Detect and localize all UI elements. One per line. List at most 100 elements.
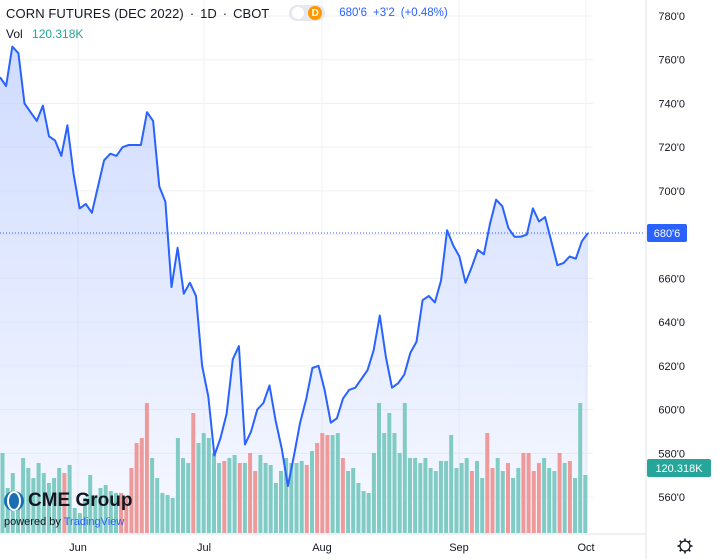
cme-group-logo[interactable]: CME Group powered by TradingView (4, 490, 133, 528)
volume-bar (119, 493, 124, 533)
price-change-percent: (+0.48%) (400, 7, 448, 19)
volume-bar (542, 458, 547, 533)
volume-bar (351, 468, 356, 533)
volume-bar (366, 493, 371, 533)
chart-header: CORN FUTURES (DEC 2022) · 1D · CBOT D 68… (6, 4, 448, 22)
y-tick-label: 660'0 (658, 273, 685, 285)
price-tag-label: 680'6 (654, 228, 681, 240)
exchange-label: CBOT (233, 5, 270, 21)
tradingview-link[interactable]: TradingView (63, 516, 125, 528)
volume-bar (444, 461, 449, 533)
volume-bar (72, 508, 77, 533)
volume-bar (201, 433, 206, 533)
volume-bar (114, 493, 118, 533)
volume-bar (346, 471, 351, 533)
market-status-icon (292, 7, 305, 19)
volume-bar (567, 461, 572, 533)
volume-bar (408, 458, 412, 533)
price-line (0, 45, 589, 488)
volume-bar (46, 483, 51, 533)
volume-bar (387, 413, 392, 533)
cme-globe-icon (4, 491, 24, 511)
volume-legend: Vol 120.318K (6, 27, 83, 41)
powered-by-text: powered by (4, 516, 61, 528)
volume-bar (144, 403, 149, 533)
volume-bar (531, 471, 536, 533)
volume-bar (371, 453, 376, 533)
volume-bar (413, 458, 418, 533)
volume-bar (536, 463, 541, 533)
volume-bar (83, 498, 87, 533)
volume-bar (562, 463, 567, 533)
volume-bar (41, 473, 46, 533)
volume-bar (480, 478, 485, 533)
volume-bar (26, 468, 31, 533)
volume-bar (356, 483, 361, 533)
volume-bar (206, 438, 211, 533)
interval-label[interactable]: 1D (200, 5, 217, 21)
volume-bar (320, 433, 325, 533)
volume-bar (155, 478, 160, 533)
volume-tag-label: 120.318K (655, 463, 703, 475)
delayed-data-badge[interactable]: D (308, 6, 323, 20)
volume-bar (232, 455, 237, 533)
volume-bar (511, 478, 516, 533)
gear-tooth (679, 548, 683, 552)
y-tick-label: 780'0 (658, 11, 685, 23)
volume-bar (428, 468, 433, 533)
volume-bar (279, 471, 283, 533)
volume-bar (67, 465, 72, 533)
volume-bar (299, 461, 304, 533)
volume-bar (129, 468, 134, 533)
volume-bar (377, 403, 381, 533)
volume-bar (402, 403, 407, 533)
y-tick-label: 580'0 (658, 448, 685, 460)
volume-bar (449, 435, 454, 533)
volume-bar (573, 478, 577, 533)
volume-bar (237, 463, 242, 533)
volume-bar (31, 478, 36, 533)
volume-bar (242, 463, 247, 533)
volume-bar (222, 461, 227, 533)
volume-bar (521, 453, 526, 533)
separator-dot: · (189, 5, 195, 21)
volume-bar (263, 463, 268, 533)
settings-gear-icon[interactable] (677, 538, 693, 554)
volume-bar (495, 458, 500, 533)
volume-label: Vol (6, 27, 23, 41)
volume-bar (464, 458, 469, 533)
volume-value: 120.318K (32, 27, 84, 41)
symbol-title[interactable]: CORN FUTURES (DEC 2022) (6, 5, 184, 21)
y-tick-label: 700'0 (658, 186, 685, 198)
volume-bar (212, 453, 216, 533)
volume-bar (258, 455, 263, 533)
volume-bar (93, 495, 98, 533)
volume-bar (557, 453, 562, 533)
x-tick-label: Aug (312, 542, 332, 554)
volume-bar (392, 433, 397, 533)
volume-bar (0, 453, 5, 533)
volume-bar (62, 473, 67, 533)
volume-bar (124, 498, 129, 533)
volume-bar (88, 475, 93, 533)
volume-bar (108, 491, 113, 533)
volume-bar (191, 413, 196, 533)
volume-bar (340, 458, 345, 533)
volume-bar (459, 463, 464, 533)
cme-logo-text: CME Group (28, 490, 133, 511)
status-pill[interactable]: D (289, 5, 326, 21)
volume-bar (160, 493, 165, 533)
volume-bar (438, 461, 443, 533)
y-tick-label: 640'0 (658, 317, 685, 329)
x-tick-label: Oct (577, 542, 594, 554)
volume-bar (134, 443, 139, 533)
volume-bar (335, 433, 340, 533)
gear-tooth (687, 540, 691, 544)
volume-bar (98, 488, 103, 533)
volume-bar (418, 463, 423, 533)
volume-bar (248, 453, 253, 533)
volume-bar (150, 458, 155, 533)
volume-bar (186, 463, 191, 533)
volume-bar (469, 471, 474, 533)
